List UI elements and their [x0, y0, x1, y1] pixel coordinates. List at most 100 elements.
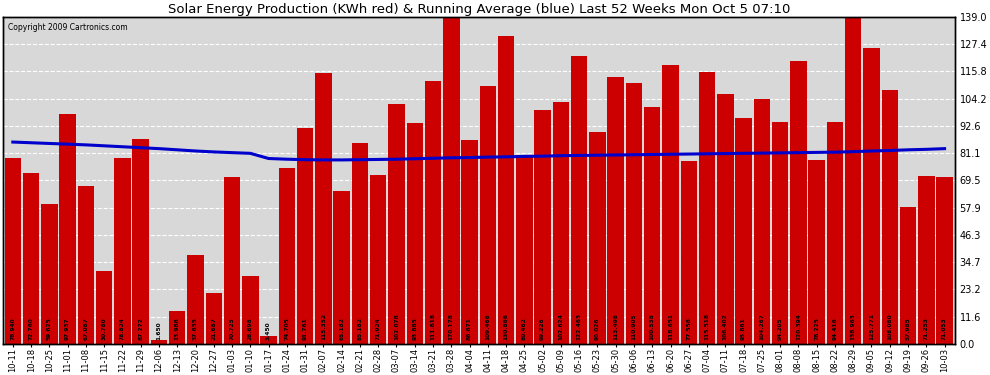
- Text: 115.518: 115.518: [705, 313, 710, 340]
- Bar: [114, 159, 131, 344]
- Bar: [187, 255, 204, 344]
- Bar: [589, 132, 606, 344]
- Text: 59.625: 59.625: [47, 318, 51, 340]
- Bar: [59, 114, 76, 344]
- Bar: [133, 139, 148, 344]
- Bar: [918, 176, 935, 344]
- Title: Solar Energy Production (KWh red) & Running Average (blue) Last 52 Weeks Mon Oct: Solar Energy Production (KWh red) & Runn…: [167, 3, 790, 16]
- Text: 87.272: 87.272: [139, 317, 144, 340]
- Bar: [150, 340, 167, 344]
- Text: 78.824: 78.824: [120, 317, 125, 340]
- Text: 130.866: 130.866: [504, 314, 509, 340]
- Text: 100.538: 100.538: [649, 314, 654, 340]
- Text: 110.905: 110.905: [632, 314, 637, 340]
- Text: 74.705: 74.705: [284, 318, 289, 340]
- Bar: [736, 118, 751, 344]
- Bar: [900, 207, 917, 344]
- Text: 99.226: 99.226: [541, 318, 545, 340]
- Bar: [23, 173, 40, 344]
- Bar: [809, 160, 825, 344]
- Text: 21.687: 21.687: [211, 317, 216, 340]
- Text: 1.650: 1.650: [156, 322, 161, 340]
- Bar: [461, 140, 478, 344]
- Bar: [845, 17, 861, 344]
- Text: 106.402: 106.402: [723, 314, 728, 340]
- Bar: [243, 276, 258, 344]
- Text: 115.352: 115.352: [321, 313, 326, 340]
- Bar: [370, 175, 386, 344]
- Bar: [881, 90, 898, 344]
- Text: 85.182: 85.182: [357, 317, 362, 340]
- Text: 57.985: 57.985: [906, 318, 911, 340]
- Text: 94.205: 94.205: [777, 318, 783, 340]
- Text: 86.671: 86.671: [467, 317, 472, 340]
- Text: 138.963: 138.963: [850, 314, 855, 340]
- Bar: [260, 336, 277, 344]
- Bar: [351, 144, 368, 344]
- Bar: [169, 311, 185, 344]
- Bar: [535, 111, 550, 344]
- Text: 111.818: 111.818: [431, 313, 436, 340]
- Bar: [626, 83, 643, 344]
- Text: 78.940: 78.940: [10, 318, 15, 340]
- Bar: [516, 154, 533, 344]
- Text: 122.463: 122.463: [577, 313, 582, 340]
- Bar: [224, 177, 241, 344]
- Text: 170.178: 170.178: [448, 314, 453, 340]
- Bar: [753, 99, 770, 344]
- Text: 102.624: 102.624: [558, 314, 563, 340]
- Text: 94.416: 94.416: [833, 318, 838, 340]
- Bar: [315, 72, 332, 344]
- Bar: [790, 61, 807, 344]
- Text: 108.080: 108.080: [887, 314, 892, 340]
- Bar: [552, 102, 569, 344]
- Text: 78.225: 78.225: [814, 317, 819, 340]
- Bar: [937, 177, 952, 344]
- Bar: [444, 0, 459, 344]
- Text: 80.462: 80.462: [522, 318, 527, 340]
- Text: 93.885: 93.885: [412, 318, 417, 340]
- Bar: [608, 77, 624, 344]
- Bar: [699, 72, 716, 344]
- Text: 118.651: 118.651: [668, 313, 673, 340]
- Text: 28.698: 28.698: [248, 318, 252, 340]
- Bar: [425, 81, 442, 344]
- Text: 72.760: 72.760: [29, 318, 34, 340]
- Text: 71.253: 71.253: [924, 317, 929, 340]
- Bar: [644, 107, 660, 344]
- Bar: [77, 186, 94, 344]
- Text: 30.780: 30.780: [102, 318, 107, 340]
- Text: 13.988: 13.988: [175, 318, 180, 340]
- Bar: [206, 293, 222, 344]
- Text: 71.924: 71.924: [376, 318, 381, 340]
- Text: 97.937: 97.937: [65, 318, 70, 340]
- Text: 109.466: 109.466: [485, 314, 490, 340]
- Bar: [662, 65, 679, 344]
- Text: 125.771: 125.771: [869, 313, 874, 340]
- Bar: [772, 122, 788, 344]
- Text: 3.450: 3.450: [266, 322, 271, 340]
- Text: 77.558: 77.558: [686, 317, 691, 340]
- Text: 71.053: 71.053: [942, 318, 947, 340]
- Bar: [717, 94, 734, 344]
- Text: 113.498: 113.498: [613, 314, 618, 340]
- Bar: [278, 168, 295, 344]
- Text: 95.861: 95.861: [742, 318, 746, 340]
- Bar: [42, 204, 57, 344]
- Text: Copyright 2009 Cartronics.com: Copyright 2009 Cartronics.com: [8, 24, 127, 33]
- Text: 67.087: 67.087: [83, 318, 88, 340]
- Bar: [479, 86, 496, 344]
- Bar: [827, 122, 843, 344]
- Bar: [5, 158, 21, 344]
- Bar: [297, 128, 314, 344]
- Bar: [96, 272, 113, 344]
- Text: 65.182: 65.182: [340, 317, 345, 340]
- Text: 91.761: 91.761: [303, 318, 308, 340]
- Bar: [334, 190, 349, 344]
- Text: 37.635: 37.635: [193, 317, 198, 340]
- Text: 70.725: 70.725: [230, 318, 235, 340]
- Text: 90.026: 90.026: [595, 318, 600, 340]
- Bar: [571, 56, 587, 344]
- Bar: [388, 104, 405, 344]
- Text: 102.078: 102.078: [394, 314, 399, 340]
